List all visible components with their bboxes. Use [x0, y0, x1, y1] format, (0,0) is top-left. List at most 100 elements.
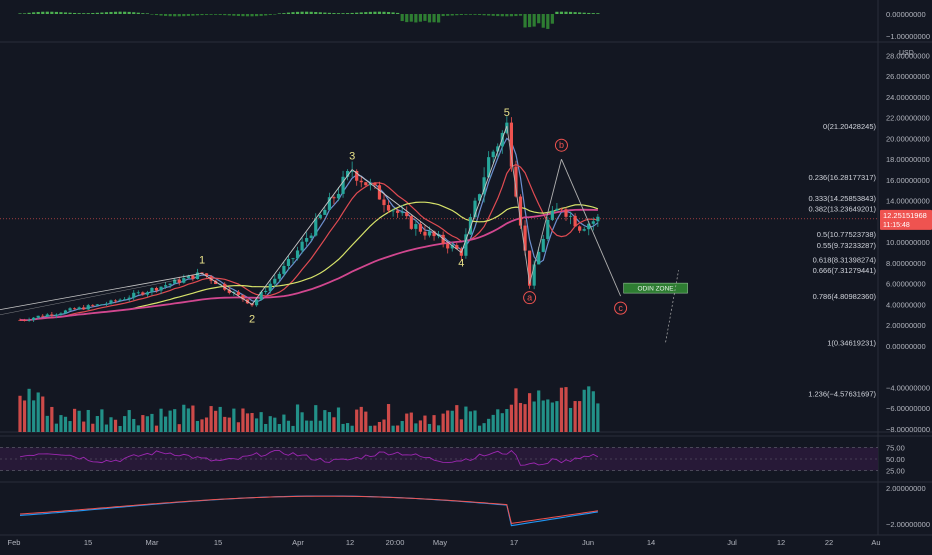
- volume-bar: [264, 423, 268, 432]
- top-osc-bar: [145, 13, 149, 14]
- volume-bar: [250, 413, 254, 432]
- volume-bar: [305, 420, 309, 432]
- volume-bar: [282, 414, 286, 432]
- volume-bar: [350, 425, 354, 432]
- wave-segment: [529, 159, 562, 284]
- top-osc-bar: [518, 14, 523, 16]
- candle-body: [350, 170, 354, 172]
- top-osc-bar: [259, 14, 263, 16]
- wave-label: 4: [458, 258, 464, 270]
- candle-body: [550, 210, 554, 220]
- top-osc-bar: [487, 14, 491, 16]
- candle-body: [396, 210, 400, 213]
- fib-level-label: 0.333(14.25853843): [808, 194, 876, 203]
- top-osc-bar: [505, 14, 509, 17]
- top-osc-bar: [250, 14, 254, 17]
- candle-body: [182, 278, 186, 283]
- volume-bar: [427, 423, 432, 432]
- candle-body: [191, 275, 195, 280]
- volume-bar: [145, 416, 149, 432]
- elliott-wave-lines[interactable]: 1 2 3 4 5 a b c ODIN ZONE: [0, 107, 688, 325]
- volume-bar: [346, 423, 350, 432]
- wave-label-circle: [554, 138, 568, 152]
- top-osc-bar: [113, 11, 118, 14]
- wave-segment: [506, 125, 531, 284]
- volume-bar: [323, 410, 327, 432]
- candle-body: [464, 234, 468, 256]
- volume-bar: [209, 406, 213, 432]
- volume-bar: [391, 425, 395, 432]
- volume-bar: [423, 415, 427, 432]
- top-osc-bar: [596, 13, 600, 14]
- rsi-tick: 25.00: [886, 467, 905, 476]
- candle-body: [36, 315, 40, 318]
- top-osc-bar: [418, 14, 422, 22]
- top-osc-bar: [432, 14, 436, 23]
- volume-bar: [446, 410, 450, 432]
- volume-bar: [546, 399, 550, 432]
- currency-label: USD: [899, 50, 914, 57]
- price-tick-label: 14.00000000: [886, 197, 930, 206]
- top-osc-bar: [95, 12, 99, 14]
- candle-body: [300, 241, 304, 251]
- top-osc-bar: [491, 14, 495, 16]
- candle-body: [541, 238, 545, 252]
- time-label: Apr: [292, 538, 304, 547]
- time-label: Mar: [146, 538, 159, 547]
- top-osc-bar: [437, 14, 441, 23]
- time-label: 12: [777, 538, 785, 547]
- top-osc-bar: [514, 14, 518, 17]
- volume-bar: [596, 403, 600, 432]
- volume-bar: [541, 400, 545, 432]
- volume-bar: [77, 410, 81, 432]
- top-osc-bar: [18, 13, 22, 14]
- top-osc-bar: [282, 13, 286, 14]
- ma-mid-line: [19, 163, 598, 321]
- volume-bar: [41, 396, 45, 432]
- top-osc-bar: [209, 14, 213, 15]
- top-osc-bar: [27, 12, 31, 14]
- wave-label: 2: [249, 313, 255, 325]
- price-axis[interactable]: 28.0000000026.0000000024.0000000022.0000…: [0, 10, 932, 529]
- candle-body: [86, 305, 90, 310]
- top-osc-bar: [582, 12, 586, 14]
- volume-bar: [104, 424, 109, 432]
- time-label: Au: [871, 538, 880, 547]
- candle-body: [364, 182, 368, 186]
- candle-body: [268, 283, 272, 291]
- volume-bar: [18, 395, 22, 432]
- volume-bar: [268, 416, 272, 432]
- candle-body: [136, 292, 140, 294]
- top-osc-bar: [245, 14, 250, 17]
- top-osc-bar: [141, 13, 145, 14]
- candle-body: [564, 209, 568, 217]
- volume-bar: [204, 417, 209, 432]
- candle-body: [477, 194, 482, 201]
- fibonacci-levels[interactable]: 0(21.20428245) 0.236(16.28177317) 0.333(14…: [665, 122, 877, 398]
- top-osc-bar: [414, 14, 418, 23]
- volume-bar: [86, 409, 90, 432]
- top-osc-bar: [63, 12, 68, 14]
- top-osc-bar: [173, 14, 177, 17]
- time-label: 17: [510, 538, 518, 547]
- volume-bar: [136, 425, 140, 432]
- candle-body: [113, 300, 118, 302]
- volume-bar: [509, 404, 513, 432]
- volume-bar: [523, 404, 527, 432]
- top-osc-bar: [464, 14, 468, 15]
- volume-bar: [59, 415, 63, 432]
- price-tick-label: −6.00000000: [886, 404, 930, 413]
- top-osc-bar: [336, 13, 341, 14]
- top-osc-bar: [91, 13, 95, 14]
- top-osc-bar: [227, 14, 231, 16]
- price-tick-label: 28.00000000: [886, 51, 930, 60]
- top-osc-bar: [109, 11, 113, 14]
- volume-bar: [68, 421, 72, 432]
- top-osc-bar: [195, 14, 200, 16]
- volume-bar: [414, 423, 418, 432]
- current-price-countdown: 11:15:48: [883, 222, 910, 229]
- top-osc-bar: [323, 12, 327, 14]
- time-axis[interactable]: Feb 15 Mar 15 Apr 12 20:00 May 17 Jun 14 Jul 12 22 Au: [8, 538, 881, 547]
